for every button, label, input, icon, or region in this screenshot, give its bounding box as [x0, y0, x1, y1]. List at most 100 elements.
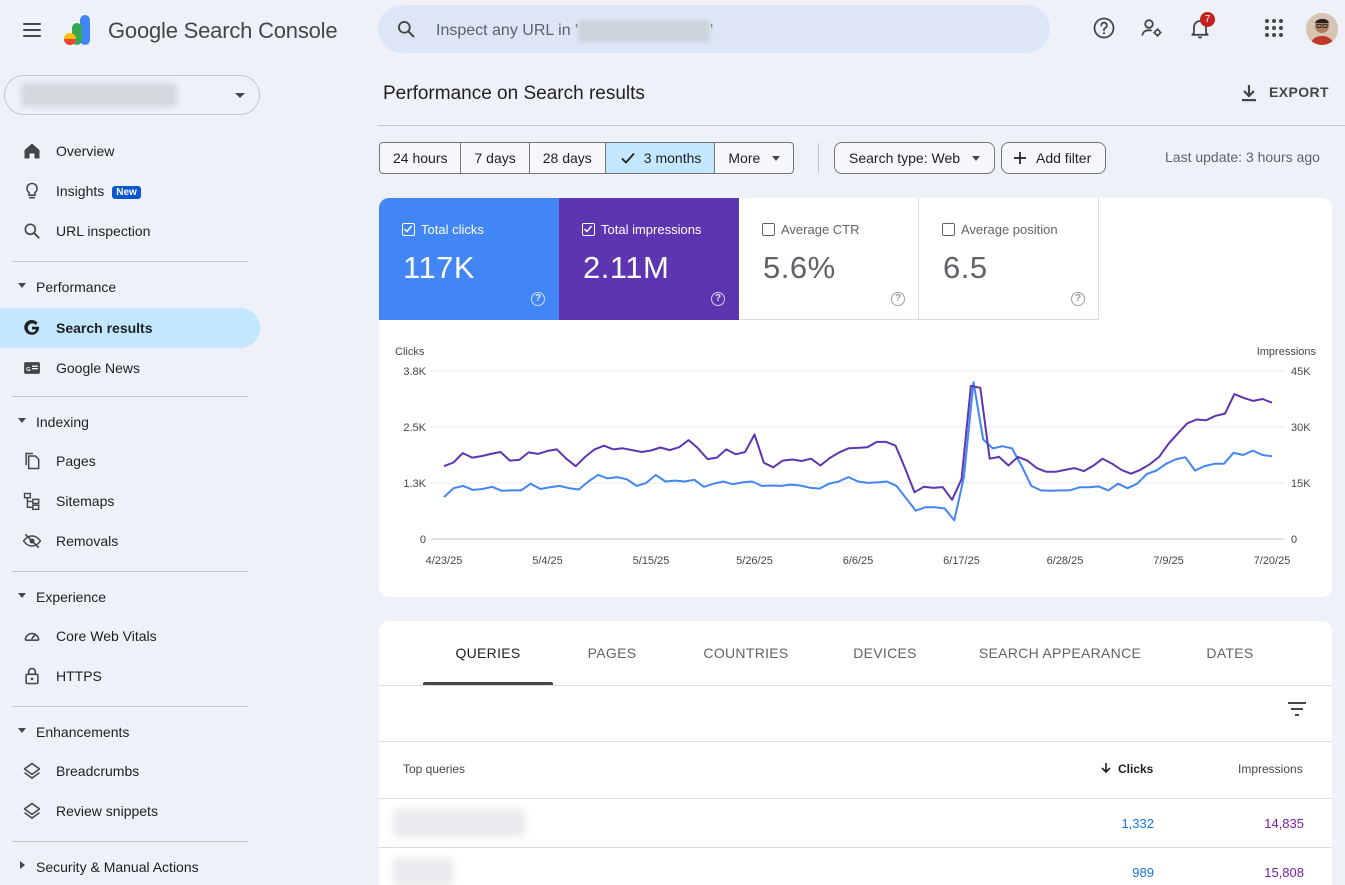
- insights-label: Insights: [56, 183, 105, 199]
- tab-devices[interactable]: DEVICES: [825, 621, 945, 685]
- home-icon: [24, 143, 40, 159]
- metric-average-ctr[interactable]: Average CTR 5.6% ?: [739, 198, 919, 320]
- metric-average-position[interactable]: Average position 6.5 ?: [919, 198, 1099, 320]
- sidebar-divider: [12, 396, 248, 397]
- checkbox-unchecked-icon[interactable]: [942, 223, 955, 236]
- sidebar-item-search-results[interactable]: Search results: [0, 308, 260, 348]
- new-badge: New: [112, 186, 141, 199]
- range-28-days[interactable]: 28 days: [530, 143, 606, 173]
- help-icon[interactable]: ?: [531, 292, 545, 306]
- sitemap-icon: [23, 492, 40, 511]
- section-security-manual-actions[interactable]: Security & Manual Actions: [0, 851, 260, 881]
- tab-search-appearance[interactable]: SEARCH APPEARANCE: [969, 621, 1151, 685]
- metric-value: 6.5: [943, 250, 988, 285]
- collapse-arrow-icon: [18, 593, 26, 598]
- column-header-clicks[interactable]: Clicks: [1100, 762, 1153, 776]
- sidebar-item-label: Google News: [56, 360, 141, 376]
- tab-dates[interactable]: DATES: [1179, 621, 1281, 685]
- impressions-cell: 14,835: [1264, 816, 1304, 831]
- sidebar-item-url-inspection[interactable]: URL inspection: [0, 211, 260, 251]
- table-row[interactable]: 989 15,808: [379, 848, 1332, 885]
- range-24-hours[interactable]: 24 hours: [380, 143, 462, 173]
- add-filter-button[interactable]: Add filter: [1001, 142, 1107, 174]
- column-header-impressions[interactable]: Impressions: [1238, 762, 1303, 776]
- x-tick-label: 6/6/25: [843, 555, 874, 567]
- search-console-logo: [64, 15, 90, 45]
- sidebar-item-review-snippets[interactable]: Review snippets: [0, 791, 260, 831]
- sidebar-item-sitemaps[interactable]: Sitemaps: [0, 481, 260, 521]
- checkbox-unchecked-icon[interactable]: [762, 223, 775, 236]
- checkbox-checked-icon[interactable]: [402, 223, 415, 236]
- sidebar-divider: [12, 571, 248, 572]
- search-input[interactable]: Inspect any URL in ' ': [436, 20, 713, 42]
- section-indexing[interactable]: Indexing: [0, 406, 260, 436]
- sidebar-item-overview[interactable]: Overview: [0, 131, 260, 171]
- checkbox-checked-icon[interactable]: [582, 223, 595, 236]
- sidebar-item-https[interactable]: HTTPS: [0, 656, 260, 696]
- y-tick-label-right: 30K: [1291, 422, 1311, 434]
- sidebar-item-google-news[interactable]: G Google News: [0, 348, 260, 388]
- sidebar-item-label: Review snippets: [56, 803, 158, 819]
- search-type-filter[interactable]: Search type: Web: [834, 142, 996, 174]
- layers-icon: [23, 802, 41, 819]
- filter-rows-icon[interactable]: [1285, 697, 1309, 721]
- metric-value: 117K: [403, 250, 476, 285]
- x-tick-label: 5/4/25: [532, 555, 563, 567]
- sidebar-divider: [12, 261, 248, 262]
- dimension-table-card: QUERIES PAGES COUNTRIES DEVICES SEARCH A…: [379, 621, 1332, 885]
- search-type-label: Search type: Web: [849, 150, 961, 166]
- tab-countries[interactable]: COUNTRIES: [683, 621, 809, 685]
- tab-label: DATES: [1206, 645, 1254, 661]
- sidebar-item-insights[interactable]: Insights New: [0, 171, 260, 211]
- date-range-selector: 24 hours 7 days 28 days 3 months More: [379, 142, 795, 174]
- toolbar-divider: [379, 741, 1332, 742]
- lock-icon: [25, 667, 39, 685]
- collapse-arrow-icon: [18, 728, 26, 733]
- tab-queries[interactable]: QUERIES: [423, 621, 553, 685]
- plus-icon: [1014, 152, 1026, 164]
- notification-count-badge: 7: [1200, 12, 1215, 27]
- x-tick-label: 6/17/25: [943, 555, 980, 567]
- last-update-text: Last update: 3 hours ago: [1165, 149, 1320, 165]
- range-more-dropdown[interactable]: More: [715, 143, 793, 173]
- help-icon[interactable]: [1092, 16, 1116, 40]
- x-tick-label: 5/15/25: [633, 555, 670, 567]
- lightbulb-icon: [26, 182, 38, 199]
- sidebar-item-core-web-vitals[interactable]: Core Web Vitals: [0, 616, 260, 656]
- section-title: Indexing: [36, 414, 89, 430]
- user-settings-icon[interactable]: [1140, 16, 1164, 40]
- x-tick-label: 4/23/25: [426, 555, 463, 567]
- sidebar-item-breadcrumbs[interactable]: Breadcrumbs: [0, 751, 260, 791]
- hamburger-menu-icon[interactable]: [14, 14, 50, 46]
- sidebar-item-pages[interactable]: Pages: [0, 441, 260, 481]
- table-row[interactable]: 1,332 14,835: [379, 799, 1332, 848]
- impressions-cell: 15,808: [1264, 865, 1304, 880]
- help-icon[interactable]: ?: [1071, 292, 1085, 306]
- property-selector[interactable]: [4, 75, 260, 115]
- apps-grid-icon[interactable]: [1262, 16, 1286, 40]
- section-performance[interactable]: Performance: [0, 271, 260, 301]
- tab-pages[interactable]: PAGES: [553, 621, 671, 685]
- user-avatar[interactable]: [1306, 13, 1338, 45]
- url-inspection-search[interactable]: Inspect any URL in ' ': [378, 5, 1050, 53]
- range-3-months[interactable]: 3 months: [605, 143, 716, 173]
- metric-total-impressions[interactable]: Total impressions 2.11M ?: [559, 198, 739, 320]
- y-tick-label-left: 2.5K: [403, 422, 426, 434]
- metric-total-clicks[interactable]: Total clicks 117K ?: [379, 198, 559, 320]
- y-tick-label-right: 15K: [1291, 478, 1311, 490]
- range-label: 7 days: [474, 150, 516, 166]
- sidebar-item-label: HTTPS: [56, 668, 102, 684]
- section-enhancements[interactable]: Enhancements: [0, 716, 260, 746]
- help-icon[interactable]: ?: [891, 292, 905, 306]
- checkmark-icon: [621, 152, 635, 164]
- news-icon: G: [24, 362, 40, 374]
- sort-descending-icon: [1101, 763, 1111, 774]
- help-icon[interactable]: ?: [711, 292, 725, 306]
- section-experience[interactable]: Experience: [0, 581, 260, 611]
- range-7-days[interactable]: 7 days: [461, 143, 530, 173]
- sidebar-item-removals[interactable]: Removals: [0, 521, 260, 561]
- download-icon: [1242, 85, 1256, 102]
- sidebar-item-label: Removals: [56, 533, 119, 549]
- metric-value: 2.11M: [583, 250, 670, 285]
- series-line-impressions: [443, 384, 1273, 501]
